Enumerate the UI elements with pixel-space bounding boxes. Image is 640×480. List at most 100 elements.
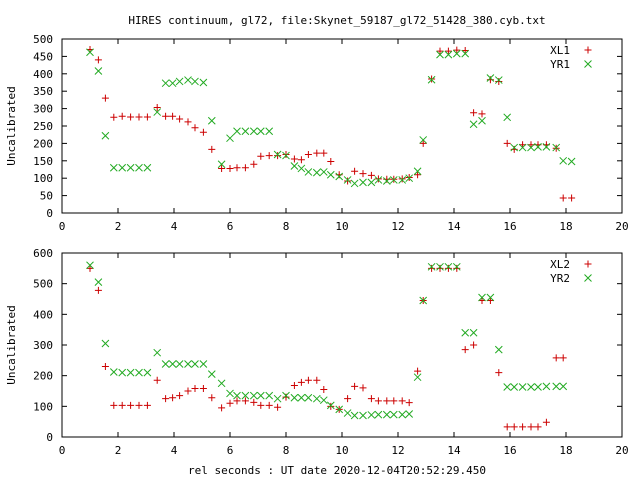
- data-point: [335, 172, 344, 181]
- data-point: [452, 262, 461, 271]
- data-point: [143, 401, 151, 409]
- data-point: [153, 376, 161, 384]
- data-point: [519, 423, 527, 431]
- data-point: [233, 397, 241, 405]
- data-point: [503, 139, 511, 147]
- data-point: [428, 264, 436, 272]
- data-point: [503, 113, 512, 122]
- data-point: [118, 163, 127, 172]
- data-point: [510, 423, 518, 431]
- x-tick-label: 16: [503, 220, 516, 233]
- data-point: [367, 178, 376, 187]
- data-point: [110, 401, 118, 409]
- data-point: [226, 399, 234, 407]
- data-point: [534, 423, 542, 431]
- data-point: [176, 115, 184, 123]
- data-point: [398, 410, 407, 419]
- data-point: [168, 79, 177, 88]
- data-point: [367, 171, 375, 179]
- data-point: [510, 383, 519, 391]
- data-point: [389, 176, 398, 184]
- data-point: [469, 120, 478, 129]
- data-point: [304, 168, 313, 176]
- data-point: [153, 108, 162, 116]
- data-point: [419, 296, 428, 305]
- data-point: [135, 368, 143, 377]
- y-axis-label: Uncalibrated: [5, 305, 18, 384]
- y-axis-label: Uncalibrated: [5, 86, 18, 165]
- data-point: [217, 379, 226, 388]
- x-tick-label: 14: [447, 220, 461, 233]
- data-point: [327, 157, 335, 165]
- y-tick-label: 150: [33, 155, 53, 168]
- plot-frame: [61, 38, 623, 214]
- x-axis-label: rel seconds : UT date 2020-12-04T20:52:2…: [188, 464, 486, 477]
- data-point: [453, 46, 461, 54]
- data-point: [249, 391, 258, 400]
- data-point: [153, 104, 161, 112]
- data-point: [256, 127, 265, 136]
- data-point: [495, 369, 503, 377]
- data-point: [495, 77, 503, 85]
- data-point: [282, 151, 290, 160]
- data-point: [161, 79, 170, 88]
- x-tick-label: 2: [115, 220, 122, 233]
- series-yr1: [86, 48, 576, 188]
- data-point: [135, 163, 143, 172]
- data-point: [326, 170, 335, 179]
- x-tick-label: 18: [559, 444, 572, 457]
- data-point: [241, 164, 249, 172]
- data-point: [274, 403, 282, 411]
- data-point: [413, 373, 422, 382]
- data-point: [461, 328, 470, 337]
- data-point: [208, 394, 216, 402]
- data-point: [249, 127, 258, 136]
- y-tick-label: 100: [33, 400, 53, 413]
- data-point: [414, 171, 422, 179]
- data-point: [135, 401, 143, 409]
- data-point: [282, 393, 290, 401]
- data-point: [486, 293, 495, 302]
- data-point: [559, 194, 567, 202]
- data-point: [405, 410, 414, 418]
- data-point: [486, 76, 494, 84]
- series-yr2: [86, 261, 568, 420]
- data-point: [534, 143, 542, 151]
- top-panel: 0 2 4 6 8 10 12 14 16 18 2005010015020025030035040…: [5, 33, 629, 233]
- data-point: [176, 392, 184, 400]
- legend-label: YR2: [550, 272, 570, 285]
- data-point: [199, 78, 208, 87]
- x-tick-label: 12: [391, 444, 404, 457]
- data-point: [169, 394, 177, 402]
- data-point: [389, 410, 398, 419]
- data-point: [226, 389, 234, 398]
- data-point: [101, 131, 110, 140]
- legend-marker: [584, 260, 592, 268]
- data-point: [559, 382, 568, 391]
- data-point: [282, 391, 290, 400]
- data-point: [444, 47, 452, 55]
- data-point: [101, 339, 110, 348]
- data-point: [86, 48, 94, 57]
- x-tick-label: 8: [283, 444, 290, 457]
- data-point: [199, 128, 207, 136]
- data-point: [527, 383, 535, 391]
- data-point: [436, 47, 444, 55]
- y-tick-label: 500: [33, 33, 53, 46]
- data-point: [218, 164, 226, 172]
- data-point: [461, 49, 470, 58]
- x-tick-label: 16: [503, 444, 516, 457]
- y-tick-label: 0: [46, 431, 53, 444]
- data-point: [390, 397, 398, 405]
- data-point: [184, 76, 192, 84]
- data-point: [335, 171, 343, 179]
- data-point: [199, 360, 208, 368]
- data-point: [427, 75, 436, 84]
- data-point: [351, 167, 359, 175]
- data-point: [127, 113, 135, 121]
- data-point: [94, 278, 103, 286]
- data-point: [461, 346, 469, 354]
- data-point: [169, 112, 177, 120]
- data-point: [351, 382, 359, 390]
- data-point: [419, 139, 427, 147]
